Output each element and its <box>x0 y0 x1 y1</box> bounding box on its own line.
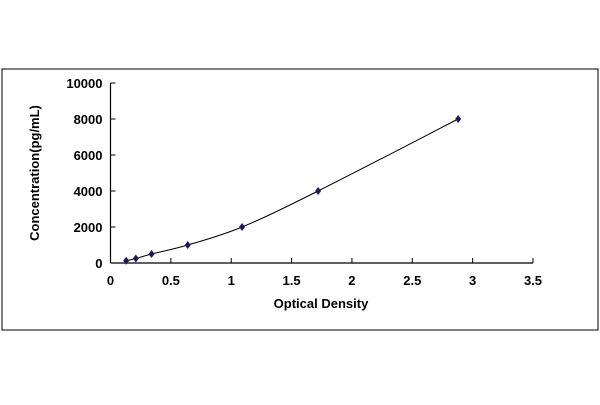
y-tick-label: 8000 <box>74 112 103 127</box>
data-point <box>123 256 130 265</box>
y-tick-label: 4000 <box>74 184 103 199</box>
x-tick-label: 1 <box>228 273 235 288</box>
data-point <box>184 241 191 249</box>
data-point <box>455 115 462 123</box>
x-tick-label: 2 <box>348 273 355 288</box>
x-tick-label: 0.5 <box>162 273 180 288</box>
data-point <box>239 223 246 231</box>
x-tick-label: 0 <box>107 273 114 288</box>
data-point <box>148 250 155 258</box>
y-tick-label: 2000 <box>74 220 103 235</box>
data-point <box>315 187 322 195</box>
y-tick-label: 6000 <box>74 148 103 163</box>
y-axis-label: Concentration(pg/mL) <box>27 105 42 241</box>
y-tick-label: 0 <box>95 256 102 271</box>
x-tick-label: 3.5 <box>524 273 542 288</box>
x-tick-label: 1.5 <box>283 273 301 288</box>
y-tick-label: 10000 <box>66 76 102 91</box>
x-tick-label: 2.5 <box>403 273 421 288</box>
x-tick-label: 3 <box>469 273 476 288</box>
x-axis-label: Optical Density <box>274 296 369 311</box>
data-point <box>132 254 139 263</box>
